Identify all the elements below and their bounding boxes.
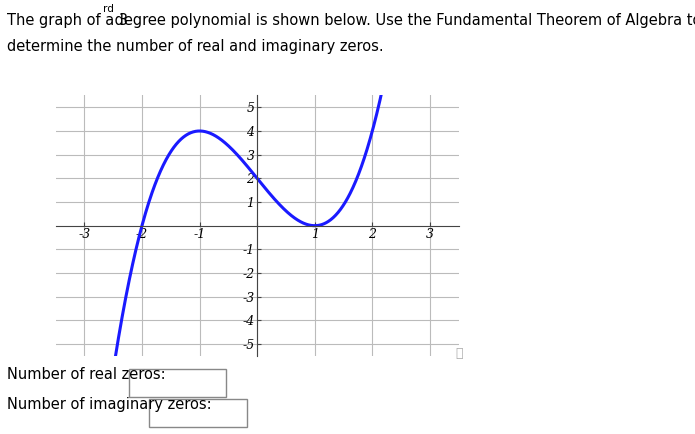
Text: rd: rd [103,4,114,14]
Text: 🔍: 🔍 [455,347,463,360]
Text: determine the number of real and imaginary zeros.: determine the number of real and imagina… [7,39,384,54]
Text: degree polynomial is shown below. Use the Fundamental Theorem of Algebra to: degree polynomial is shown below. Use th… [110,13,695,28]
Text: The graph of a 3: The graph of a 3 [7,13,128,28]
Text: Number of real zeros:: Number of real zeros: [7,367,165,382]
Text: Number of imaginary zeros:: Number of imaginary zeros: [7,397,211,412]
